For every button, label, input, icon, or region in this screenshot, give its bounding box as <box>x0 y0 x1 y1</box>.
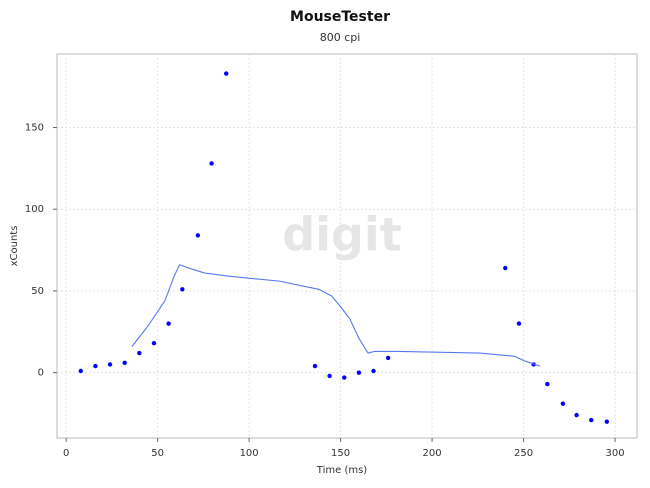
point <box>604 419 610 424</box>
x-tick-label: 300 <box>605 448 624 459</box>
x-tick-label: 50 <box>151 448 164 459</box>
chart-title: MouseTester <box>290 9 390 25</box>
point <box>122 360 127 366</box>
chart-subtitle: 800 cpi <box>320 31 361 44</box>
line <box>131 264 541 367</box>
point <box>312 363 318 369</box>
x-tick-label: 0 <box>63 448 69 459</box>
y-tick-label: 150 <box>25 123 44 134</box>
watermark: digit <box>282 208 401 262</box>
point <box>151 341 157 346</box>
x-tick-label: 100 <box>240 448 259 459</box>
y-tick-label: 100 <box>25 204 44 215</box>
point <box>166 321 171 326</box>
point <box>385 355 391 361</box>
point <box>545 381 550 387</box>
point <box>195 233 201 238</box>
point <box>78 368 83 374</box>
point <box>503 265 508 271</box>
x-axis-label: Time (ms) <box>316 465 368 476</box>
y-tick-label: 50 <box>31 286 44 297</box>
y-tick-label: 0 <box>38 368 44 379</box>
point <box>371 368 376 374</box>
point <box>589 417 594 423</box>
point <box>516 321 522 326</box>
point <box>137 350 142 356</box>
point <box>107 362 113 367</box>
point <box>209 161 214 166</box>
point <box>356 370 362 375</box>
point <box>327 373 332 379</box>
x-tick-label: 200 <box>423 448 442 459</box>
point <box>180 287 185 292</box>
point <box>560 401 566 406</box>
x-tick-label: 150 <box>331 448 350 459</box>
point <box>224 71 229 76</box>
point <box>93 363 98 369</box>
plot-frame <box>56 53 638 439</box>
point <box>574 412 579 418</box>
y-axis-label: xCounts <box>9 226 20 267</box>
point <box>342 375 347 380</box>
x-tick-label: 250 <box>514 448 533 459</box>
